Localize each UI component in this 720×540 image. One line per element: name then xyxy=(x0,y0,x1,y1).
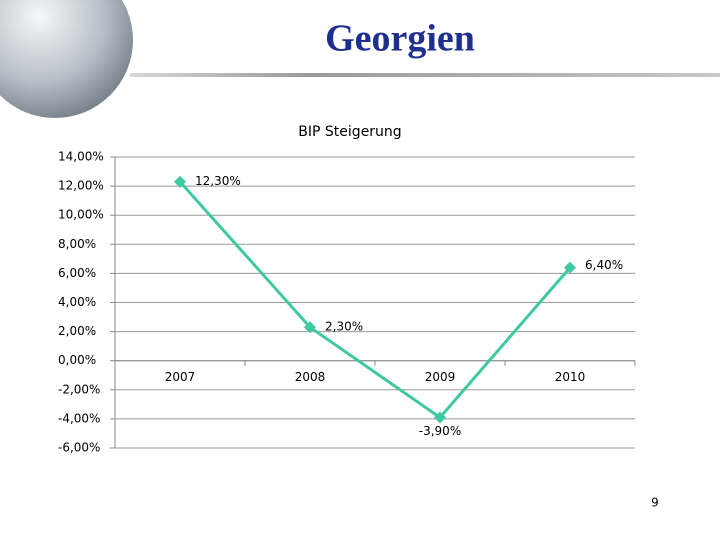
y-tick-label: -6,00% xyxy=(58,441,100,455)
title-rule xyxy=(130,73,720,77)
data-line xyxy=(178,180,572,420)
globe-decoration xyxy=(0,0,133,118)
y-tick-label: -4,00% xyxy=(58,411,100,425)
y-tick-label: 8,00% xyxy=(58,237,96,251)
page-number: 9 xyxy=(651,496,659,510)
data-label: -3,90% xyxy=(419,424,461,438)
x-tick-label: 2008 xyxy=(295,370,326,384)
data-label: 6,40% xyxy=(585,258,623,272)
data-marker xyxy=(564,261,576,274)
data-label: 2,30% xyxy=(325,320,363,334)
data-label: 12,30% xyxy=(195,174,241,188)
y-tick-label: 14,00% xyxy=(58,150,104,164)
y-tick-label: 2,00% xyxy=(58,324,96,338)
x-tick-label: 2009 xyxy=(425,370,456,384)
data-marker xyxy=(304,321,316,334)
slide-title: Georgien xyxy=(325,18,475,60)
y-tick-label: -2,00% xyxy=(58,382,100,396)
data-marker xyxy=(174,175,186,188)
x-tick-label: 2010 xyxy=(555,370,586,384)
y-tick-label: 4,00% xyxy=(58,295,96,309)
data-marker xyxy=(434,411,446,424)
y-tick-label: 6,00% xyxy=(58,266,96,280)
x-tick-label: 2007 xyxy=(165,370,196,384)
chart-title: BIP Steigerung xyxy=(298,124,401,140)
y-tick-label: 0,00% xyxy=(58,353,96,367)
y-tick-label: 10,00% xyxy=(58,208,104,222)
y-tick-label: 12,00% xyxy=(58,179,104,193)
